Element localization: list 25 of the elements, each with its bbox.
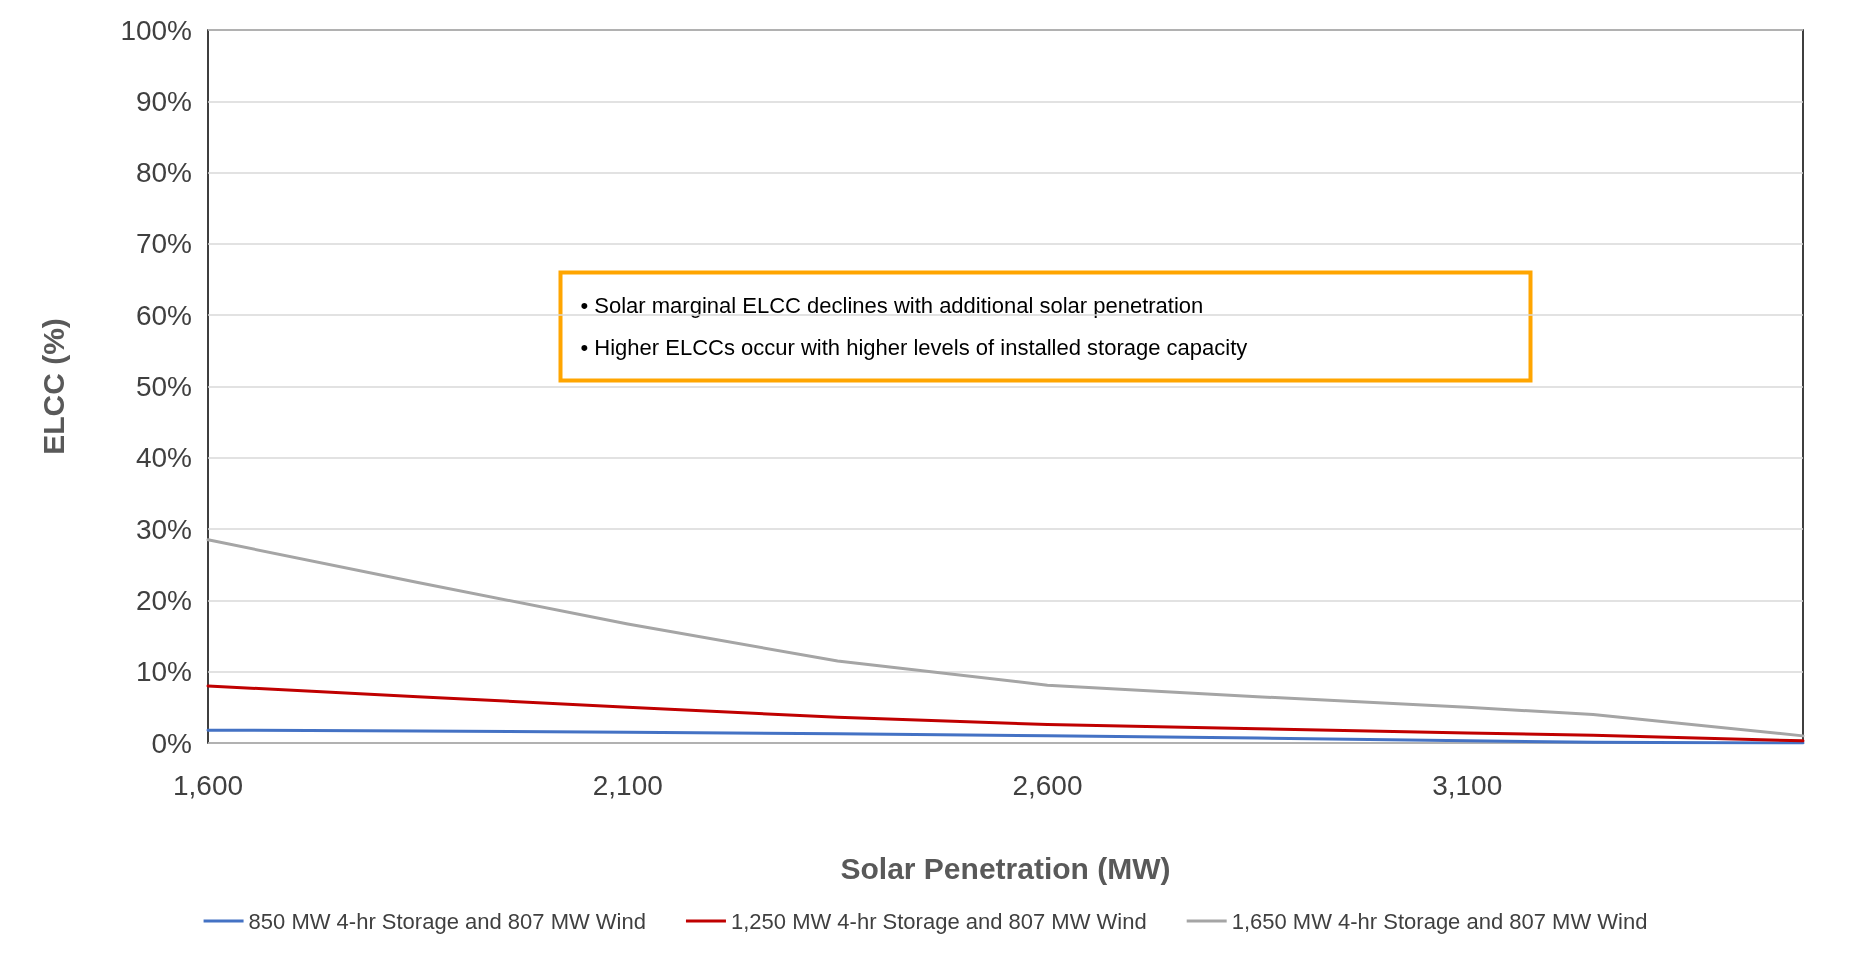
annotation: • Higher ELCCs occur with higher levels of installed storage capacity <box>580 335 1248 360</box>
y-tick-label: 10% <box>135 656 192 688</box>
y-tick-label: 30% <box>135 513 192 545</box>
x-axis-title: Solar Penetration (MW) <box>840 851 1171 885</box>
x-tick-label: 1,600 <box>172 769 244 801</box>
legend-label: 1,250 MW 4-hr Storage and 807 MW Wind <box>730 908 1147 934</box>
line-series <box>206 684 1805 743</box>
annotation: • Solar marginal ELCC declines with additional solar penetration <box>580 293 1204 318</box>
x-tick-label: 3,100 <box>1432 769 1503 801</box>
y-tick-label: 50% <box>135 371 192 402</box>
x-tick-label: 2,600 <box>1012 769 1083 801</box>
y-tick-label: 20% <box>135 584 192 616</box>
line-series <box>206 728 1805 745</box>
line-series <box>206 538 1805 738</box>
y-tick-label: 90% <box>135 85 192 117</box>
y-axis-title: ELCC (%) <box>36 318 70 455</box>
legend-label: 850 MW 4-hr Storage and 807 MW Wind <box>248 908 646 934</box>
y-tick-label: 40% <box>135 442 192 474</box>
legend-label: 1,650 MW 4-hr Storage and 807 MW Wind <box>1231 908 1648 934</box>
y-tick-label: 60% <box>135 299 192 331</box>
y-tick-label: 100% <box>120 14 192 46</box>
y-tick-label: 70% <box>135 228 192 260</box>
y-tick-label: 0% <box>151 727 192 759</box>
y-tick-label: 80% <box>135 157 192 189</box>
x-tick-label: 2,100 <box>592 769 663 801</box>
